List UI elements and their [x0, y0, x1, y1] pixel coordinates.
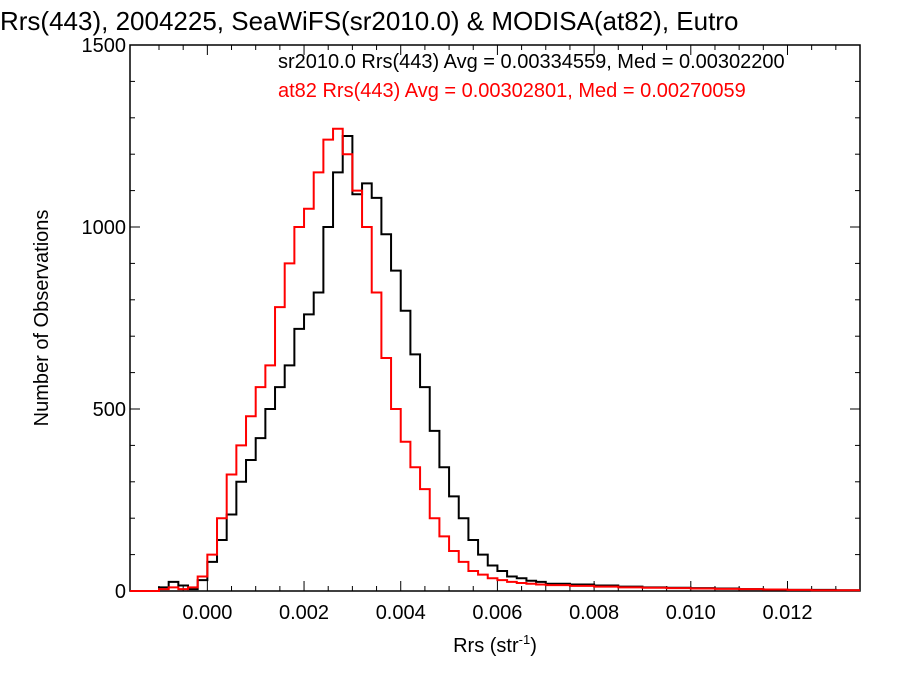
chart-title: Rrs(443), 2004225, SeaWiFS(sr2010.0) & M… — [0, 6, 738, 36]
x-axis-label-end: ) — [530, 635, 537, 657]
plot-frame — [129, 44, 861, 592]
x-tick-label: 0.000 — [182, 602, 232, 624]
x-tick-label: 0.012 — [762, 602, 812, 624]
legend-entry-at82: at82 Rrs(443) Avg = 0.00302801, Med = 0.… — [278, 80, 746, 102]
y-tick-label: 500 — [93, 399, 126, 421]
x-axis: 0.000 0.002 0.004 0.006 0.008 0.010 0.012 — [158, 45, 837, 624]
series-lines — [130, 127, 860, 592]
y-tick-label: 0 — [115, 581, 126, 603]
series-line-at82 — [130, 127, 860, 592]
y-tick-label: 1000 — [82, 217, 127, 239]
series-line-sr2010.0 — [130, 135, 860, 592]
x-tick-label: 0.008 — [569, 602, 619, 624]
legend-entry-sr2010: sr2010.0 Rrs(443) Avg = 0.00334559, Med … — [278, 51, 785, 73]
x-tick-label: 0.004 — [376, 602, 426, 624]
x-axis-label-main: Rrs (str — [453, 635, 519, 657]
x-tick-label: 0.010 — [666, 602, 716, 624]
y-axis: 0 500 1000 1500 — [82, 35, 860, 603]
x-axis-label: Rrs (str-1) — [453, 632, 537, 657]
x-tick-label: 0.006 — [472, 602, 522, 624]
y-tick-label: 1500 — [82, 35, 127, 57]
x-axis-label-superscript: -1 — [519, 632, 531, 647]
y-axis-label: Number of Observations — [31, 210, 53, 427]
plot-area: 0.000 0.002 0.004 0.006 0.008 0.010 0.012 0 500… — [82, 35, 861, 624]
x-tick-label: 0.002 — [279, 602, 329, 624]
